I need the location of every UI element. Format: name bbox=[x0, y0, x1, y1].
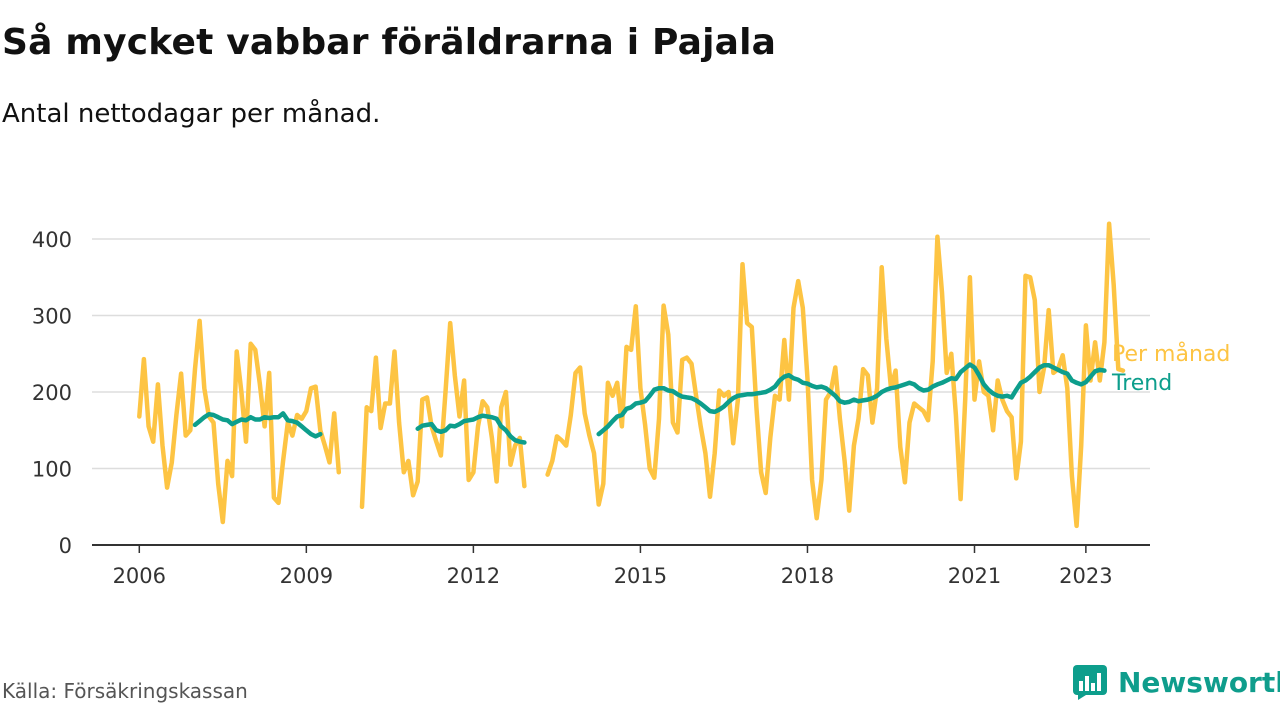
source-note: Källa: Försäkringskassan bbox=[2, 679, 248, 703]
legend-label: Per månad bbox=[1112, 341, 1230, 367]
y-tick-label: 100 bbox=[32, 458, 72, 482]
x-tick-label: 2006 bbox=[113, 564, 166, 588]
legend-labels: Per månad Trend bbox=[1111, 341, 1230, 396]
x-tick-label: 2023 bbox=[1059, 564, 1112, 588]
x-tick-label: 2009 bbox=[280, 564, 333, 588]
x-tick-label: 2015 bbox=[614, 564, 667, 588]
legend-label: Trend bbox=[1111, 371, 1172, 396]
chart-title: Så mycket vabbar föräldrarna i Pajala bbox=[2, 22, 777, 63]
x-tick-label: 2012 bbox=[447, 564, 500, 588]
x-tick-label: 2021 bbox=[948, 564, 1001, 588]
y-axis-tick-labels: 0 100 200 300 400 bbox=[32, 228, 72, 558]
newsworthy-logo-icon bbox=[1073, 665, 1107, 700]
y-tick-label: 400 bbox=[32, 228, 72, 252]
brand-name: Newsworthy bbox=[1118, 665, 1280, 699]
y-tick-label: 200 bbox=[32, 381, 72, 405]
series-lines bbox=[137, 221, 1126, 529]
y-tick-label: 300 bbox=[32, 305, 72, 329]
series-line-per-manad bbox=[137, 221, 1126, 529]
x-tick-label: 2018 bbox=[781, 564, 834, 588]
y-tick-label: 0 bbox=[59, 534, 72, 558]
brand-logo[interactable]: Newsworthy bbox=[1072, 664, 1280, 700]
x-axis: 2006 2009 2012 2015 2018 2021 2023 bbox=[92, 544, 1150, 588]
series-line-trend bbox=[192, 362, 1107, 445]
chart-subtitle: Antal nettodagar per månad. bbox=[2, 99, 381, 129]
